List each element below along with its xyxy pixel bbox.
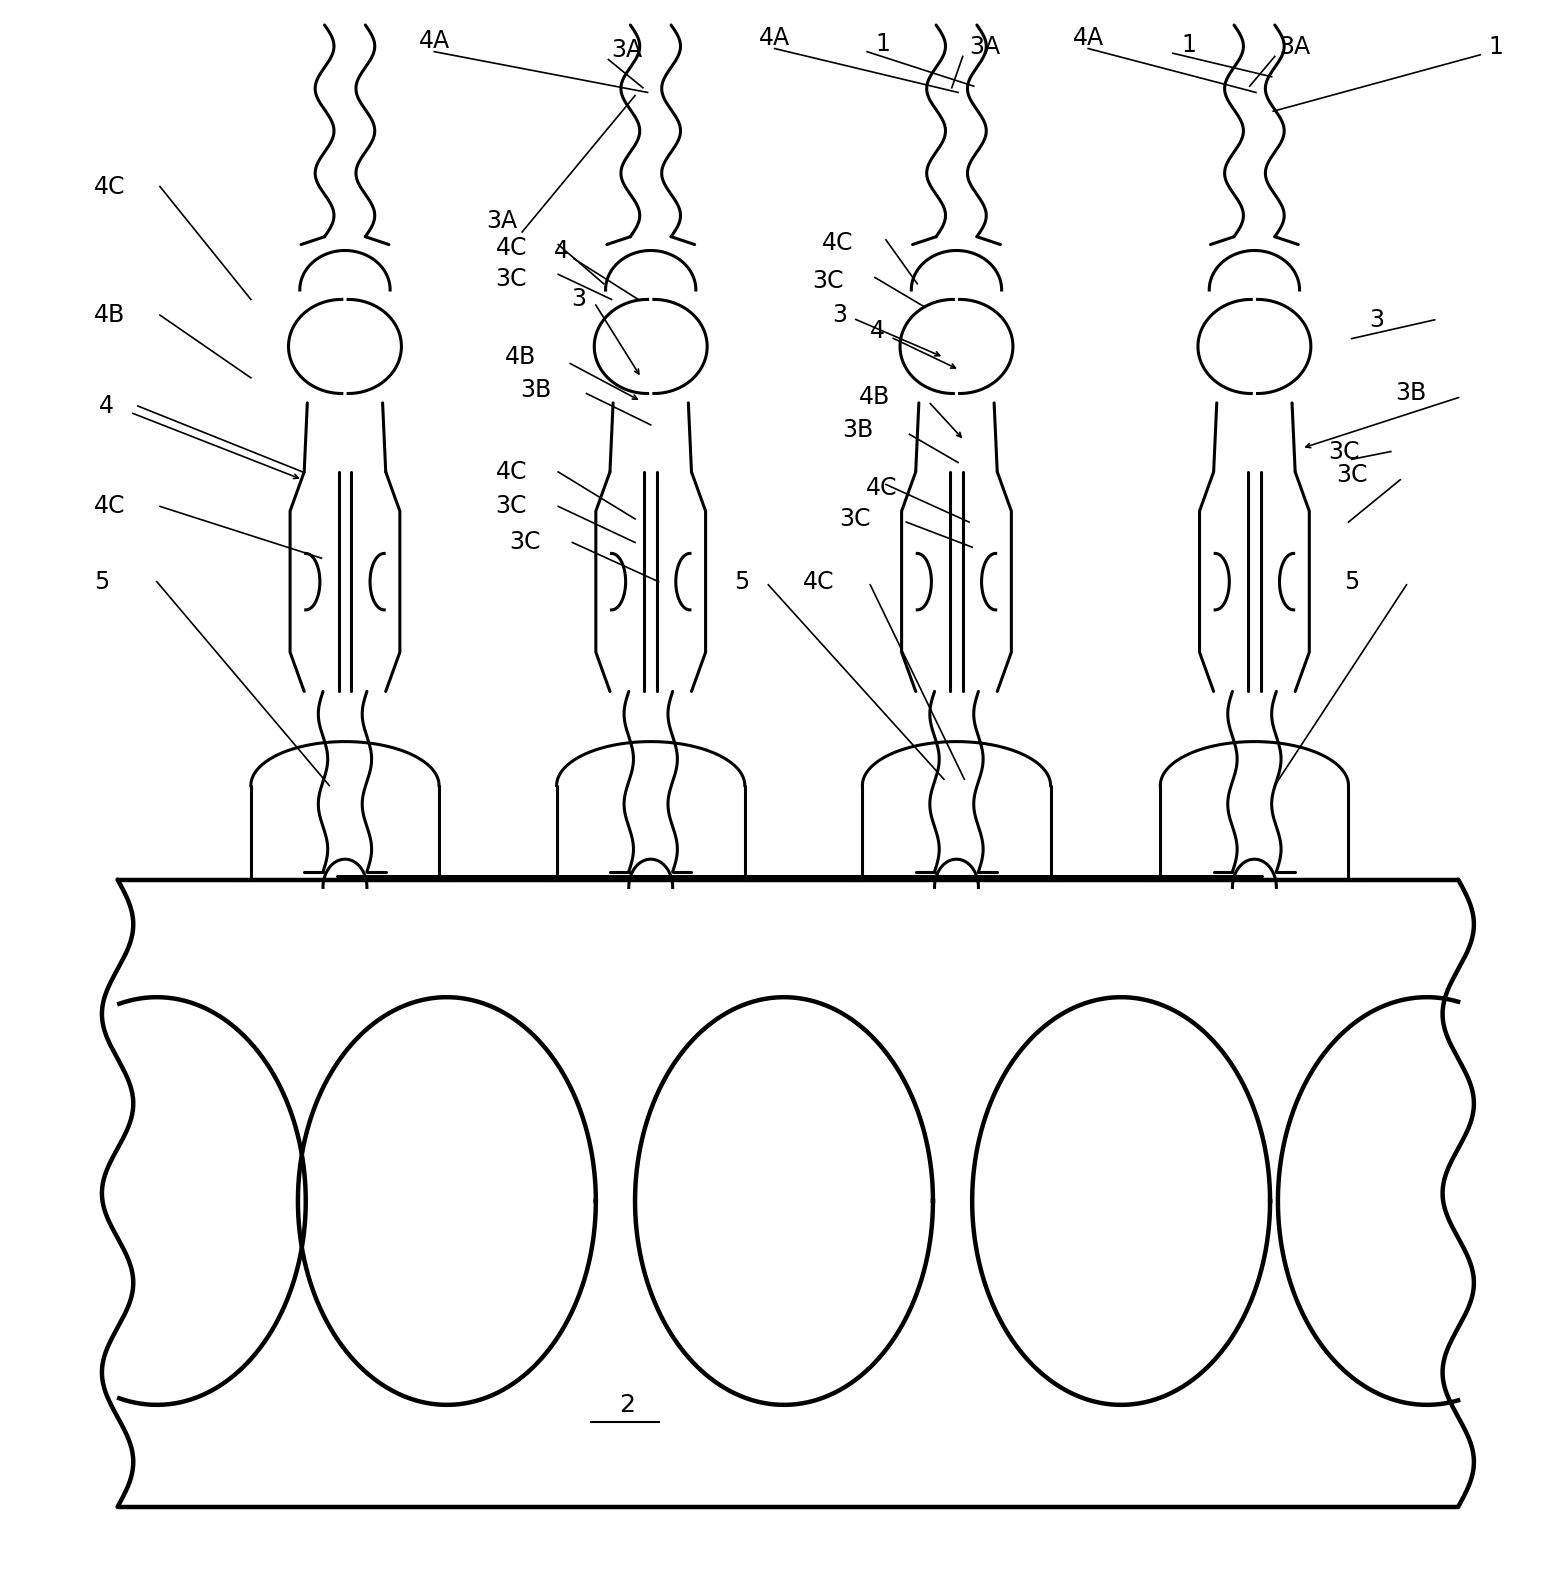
Text: 1: 1 xyxy=(875,31,891,57)
Text: 2: 2 xyxy=(619,1393,635,1417)
Text: 3A: 3A xyxy=(969,35,1000,60)
Text: 4B: 4B xyxy=(505,346,536,369)
Text: 4B: 4B xyxy=(859,385,891,408)
Text: 4B: 4B xyxy=(94,303,125,327)
Text: 1: 1 xyxy=(1181,33,1196,58)
Text: 3: 3 xyxy=(1369,308,1385,331)
Text: 3A: 3A xyxy=(612,38,643,63)
Text: 3B: 3B xyxy=(521,379,552,402)
Text: 4C: 4C xyxy=(495,236,527,259)
Text: 5: 5 xyxy=(734,570,750,594)
Text: 1: 1 xyxy=(1488,35,1504,60)
Text: 4: 4 xyxy=(870,319,886,342)
Text: 3C: 3C xyxy=(495,267,527,291)
Text: 3C: 3C xyxy=(1328,440,1359,463)
Text: 4C: 4C xyxy=(94,174,125,198)
Text: 4A: 4A xyxy=(419,28,450,53)
Text: 3C: 3C xyxy=(812,269,844,292)
Text: 4C: 4C xyxy=(495,460,527,484)
Text: 3C: 3C xyxy=(495,495,527,518)
Text: 4A: 4A xyxy=(759,25,790,50)
Text: 3A: 3A xyxy=(486,209,517,233)
Text: 3C: 3C xyxy=(839,507,870,531)
Text: 4C: 4C xyxy=(822,231,853,255)
Text: 5: 5 xyxy=(94,570,110,594)
Text: 4C: 4C xyxy=(803,570,834,594)
Text: 3C: 3C xyxy=(1336,463,1367,487)
Text: 3A: 3A xyxy=(1279,35,1311,60)
Text: 3C: 3C xyxy=(510,531,541,555)
Text: 4A: 4A xyxy=(1073,25,1104,50)
Text: 4: 4 xyxy=(554,239,569,262)
Text: 4: 4 xyxy=(99,394,114,418)
Text: 4C: 4C xyxy=(866,476,897,500)
Text: 4C: 4C xyxy=(94,495,125,518)
Text: 3B: 3B xyxy=(1396,382,1427,405)
Text: 5: 5 xyxy=(1344,570,1359,594)
Text: 3: 3 xyxy=(571,287,586,311)
Text: 3B: 3B xyxy=(842,418,873,441)
Text: 3: 3 xyxy=(833,303,848,327)
